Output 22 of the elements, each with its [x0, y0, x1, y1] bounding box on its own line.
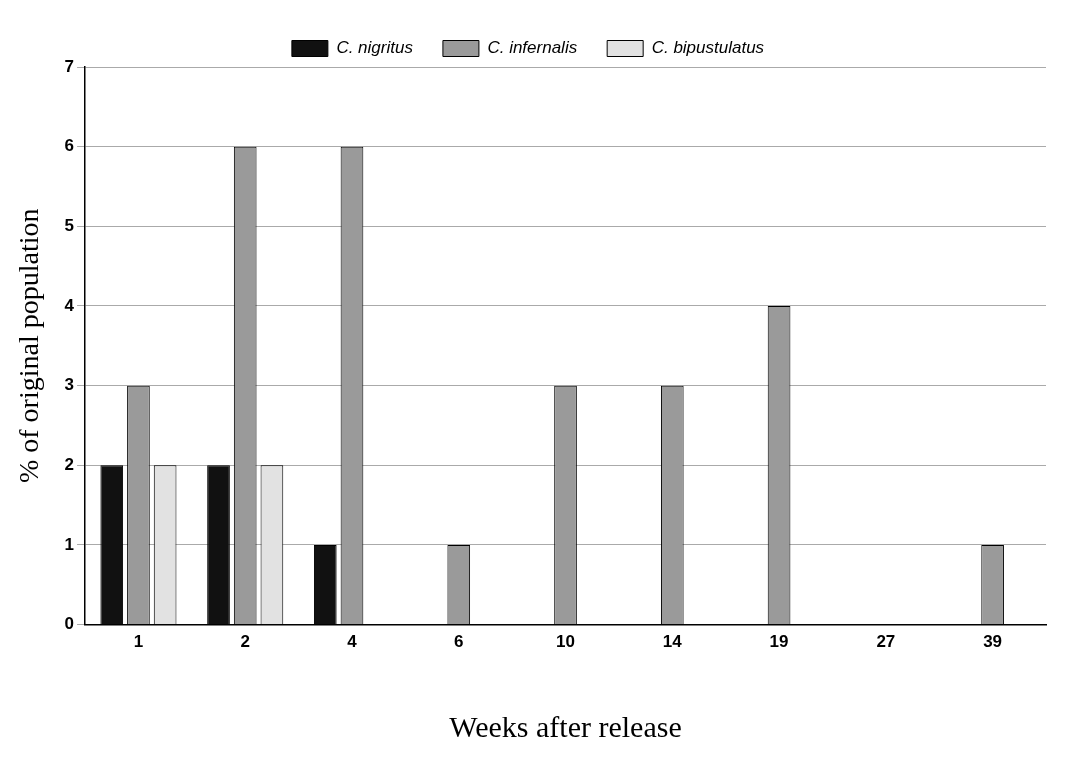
x-tick-label: 1 — [133, 632, 144, 652]
x-tick-label: 39 — [983, 632, 1003, 652]
y-tick-label: 7 — [64, 56, 75, 76]
x-tick-label: 19 — [769, 632, 789, 652]
y-tick-label: 0 — [64, 614, 75, 634]
x-tick-label: 27 — [876, 632, 896, 652]
legend-label: C. infernalis — [487, 38, 578, 58]
x-axis-title: Weeks after release — [449, 709, 682, 743]
x-tick-label: 14 — [662, 632, 683, 652]
y-tick-label: 5 — [64, 216, 75, 235]
y-tick-label: 3 — [64, 375, 75, 395]
legend-label: C. nigritus — [336, 38, 414, 58]
y-tick-label: 4 — [64, 295, 75, 315]
y-tick-label: 1 — [64, 534, 75, 554]
x-tick-label: 10 — [556, 632, 575, 652]
x-tick-label: 4 — [347, 632, 358, 652]
legend-label: C. bipustulatus — [651, 38, 765, 58]
y-tick-label: 6 — [64, 136, 75, 156]
y-tick-label: 2 — [64, 454, 75, 474]
y-axis-title: % of original population — [13, 208, 45, 484]
x-tick-label: 6 — [454, 632, 464, 652]
x-tick-label: 2 — [240, 632, 250, 652]
